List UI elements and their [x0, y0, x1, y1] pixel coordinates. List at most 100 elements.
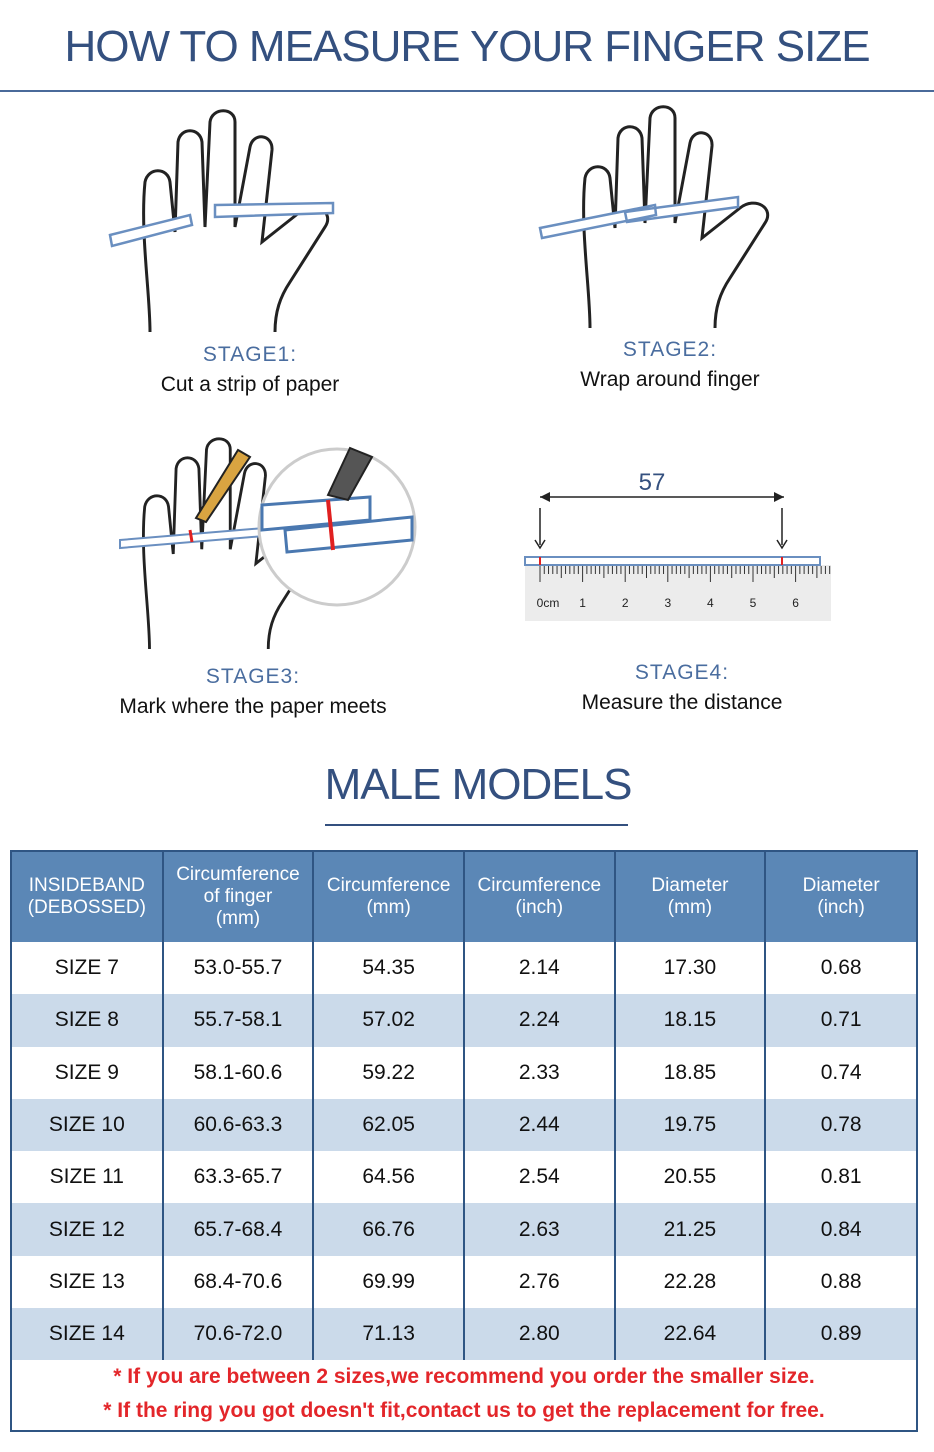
table-row: SIZE 11 63.3-65.7 64.56 2.54 20.55 0.81 — [12, 1151, 916, 1204]
size-table: INSIDEBAND (DEBOSSED) Circumference of fi… — [12, 852, 916, 1361]
table-cell: 0.68 — [820, 956, 862, 980]
table-cell: 70.6-72.0 — [162, 1308, 315, 1361]
column-header: Diameter (inch) — [765, 852, 916, 942]
table-cell: 22.28 — [614, 1255, 767, 1309]
table-cell: SIZE 14 — [12, 1308, 164, 1361]
stage-label: STAGE4: — [634, 661, 730, 684]
size-table-frame: INSIDEBAND (DEBOSSED) Circumference of fi… — [10, 850, 918, 1432]
table-cell: SIZE 9 — [12, 1046, 164, 1099]
table-row: SIZE 8 55.7-58.1 57.02 2.24 18.15 0.71 — [12, 994, 916, 1047]
distance-label: 57 — [639, 469, 666, 496]
stage-label: STAGE2: — [622, 338, 718, 361]
illustrations: 57 0cm 1 2 3 4 5 6 — [0, 90, 934, 651]
table-cell: 22.64 — [614, 1308, 767, 1361]
table-cell: 18.15 — [614, 994, 767, 1047]
column-header: Circumference (mm) — [313, 852, 465, 942]
table-row: SIZE 13 68.4-70.6 69.99 2.76 22.28 0.88 — [12, 1255, 916, 1309]
table-cell: 0.74 — [820, 1060, 862, 1084]
table-cell: 20.55 — [614, 1151, 767, 1204]
column-header: Circumference (inch) — [463, 852, 616, 942]
pointer-heads — [534, 539, 788, 550]
header-row: INSIDEBAND (DEBOSSED) Circumference of fi… — [12, 852, 916, 942]
table-cell: 2.54 — [463, 1151, 616, 1204]
note: * If the ring you got doesn't fit,contac… — [103, 1399, 825, 1422]
stage-text: Cut a strip of paper — [160, 373, 340, 396]
table-row: SIZE 7 53.0-55.7 54.35 2.14 17.30 0.68 — [12, 942, 916, 995]
table-cell: 2.76 — [463, 1255, 616, 1309]
table-cell: 0.89 — [765, 1308, 916, 1361]
note: * If you are between 2 sizes,we recommen… — [113, 1365, 815, 1388]
marks — [539, 557, 783, 565]
notes: * If you are between 2 sizes,we recommen… — [14, 1360, 914, 1428]
table-cell: 63.3-65.7 — [162, 1151, 315, 1204]
table-cell: 0.88 — [820, 1269, 862, 1293]
stage: STAGE4: Measure the distance — [502, 661, 862, 715]
table-cell: 59.22 — [313, 1046, 465, 1099]
table-cell: 19.75 — [614, 1098, 767, 1152]
table-cell: 2.63 — [463, 1203, 616, 1256]
column-header: Diameter (mm) — [614, 852, 767, 942]
table-cell: 21.25 — [614, 1203, 767, 1256]
paper-zoom — [260, 495, 414, 554]
ruler-label: 6 — [792, 596, 799, 610]
section-title: MALE MODELS — [324, 760, 633, 809]
stage-text: Measure the distance — [581, 691, 783, 714]
table-cell: 58.1-60.6 — [162, 1046, 315, 1099]
mark-zoom — [326, 499, 335, 551]
table-cell: SIZE 12 — [12, 1203, 164, 1256]
ruler-label: 3 — [664, 596, 671, 610]
stage-text: Wrap around finger — [580, 368, 760, 391]
paper-strip — [108, 201, 335, 248]
ruler — [525, 565, 831, 621]
ruler-ticks: 0cm 1 2 3 4 5 6 — [537, 566, 831, 610]
pencil-tip — [326, 446, 374, 502]
stage-label: STAGE3: — [205, 665, 301, 688]
ruler-label: 1 — [579, 596, 586, 610]
column-header: Circumference of finger (mm) — [162, 852, 315, 942]
table-cell: 53.0-55.7 — [162, 942, 315, 995]
table-cell: 17.30 — [614, 942, 767, 995]
stage: STAGE3: Mark where the paper meets — [73, 665, 433, 719]
column-header: INSIDEBAND (DEBOSSED) — [12, 852, 164, 942]
table-cell: 69.99 — [313, 1255, 465, 1309]
table-cell: 2.33 — [463, 1046, 616, 1099]
page-title: HOW TO MEASURE YOUR FINGER SIZE — [64, 22, 870, 71]
pointer-lines — [539, 508, 783, 545]
table-cell: SIZE 10 — [12, 1098, 164, 1152]
mark — [188, 529, 194, 543]
pencil — [194, 448, 252, 524]
table-cell: 68.4-70.6 — [162, 1255, 315, 1309]
table-cell: 64.56 — [313, 1151, 465, 1204]
paper-strip — [538, 195, 740, 240]
table-cell: 18.85 — [614, 1046, 767, 1099]
table-cell: 60.6-63.3 — [162, 1098, 315, 1152]
ruler-label: 2 — [622, 596, 629, 610]
table-cell: 71.13 — [313, 1308, 465, 1361]
stage-label: STAGE1: — [202, 343, 298, 366]
ruler-label: 5 — [750, 596, 757, 610]
table-cell: SIZE 13 — [12, 1255, 164, 1309]
paper-on-ruler — [524, 556, 821, 566]
ruler-label: 4 — [707, 596, 714, 610]
table-cell: SIZE 11 — [12, 1151, 164, 1204]
table-cell: 57.02 — [313, 994, 465, 1047]
table-cell: 2.80 — [463, 1308, 616, 1361]
section-rule — [325, 824, 628, 826]
table-cell: 0.81 — [820, 1165, 862, 1189]
table-cell: 62.05 — [313, 1098, 465, 1152]
table-cell: SIZE 8 — [12, 994, 164, 1047]
table-cell: 66.76 — [313, 1203, 465, 1256]
table-cell: 0.78 — [765, 1098, 916, 1152]
table-cell: 65.7-68.4 — [162, 1203, 315, 1256]
table-cell: 0.84 — [765, 1203, 916, 1256]
table-cell: SIZE 7 — [12, 942, 164, 995]
table-cell: 2.24 — [463, 994, 616, 1047]
table-row: SIZE 9 58.1-60.6 59.22 2.33 18.85 0.74 — [12, 1046, 916, 1099]
table-cell: 2.44 — [463, 1098, 616, 1152]
table-row: SIZE 14 70.6-72.0 71.13 2.80 22.64 0.89 — [12, 1308, 916, 1361]
stage-text: Mark where the paper meets — [119, 695, 387, 718]
ruler-label: 0cm — [537, 596, 560, 610]
stage: STAGE1: Cut a strip of paper — [70, 343, 430, 397]
